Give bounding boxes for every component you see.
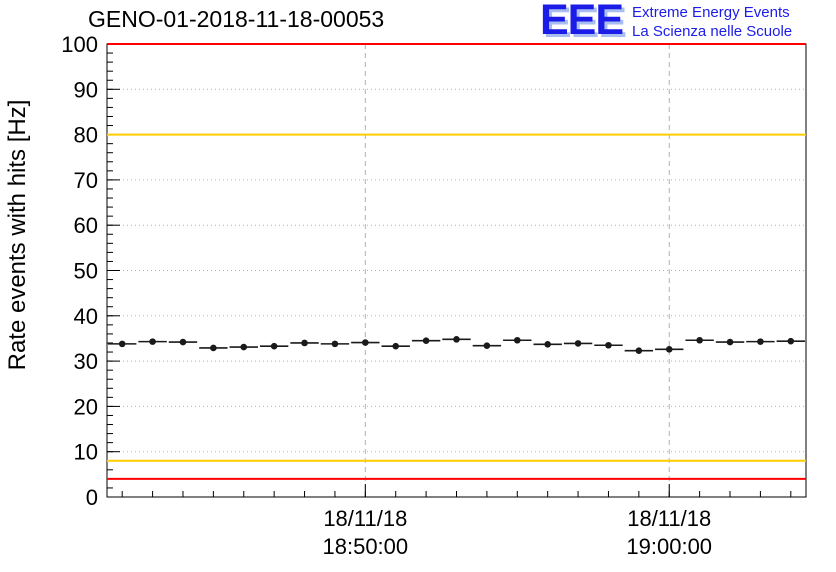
eee-logo: EEE Extreme Energy Events La Scienza nel…	[540, 0, 792, 44]
svg-text:60: 60	[74, 213, 98, 238]
svg-text:0: 0	[86, 485, 98, 510]
logo-caption-line-1: Extreme Energy Events	[632, 4, 790, 21]
svg-text:20: 20	[74, 394, 98, 419]
eee-logo-captions: Extreme Energy Events La Scienza nelle S…	[632, 3, 792, 41]
svg-text:18:50:00: 18:50:00	[323, 534, 409, 559]
chart-title: GENO-01-2018-11-18-00053	[88, 6, 385, 32]
svg-text:18/11/18: 18/11/18	[323, 506, 407, 531]
logo-caption-line-2: La Scienza nelle Scuole	[632, 23, 793, 40]
svg-text:50: 50	[74, 259, 98, 284]
svg-text:80: 80	[74, 123, 98, 148]
svg-text:30: 30	[74, 349, 98, 374]
svg-text:18/11/18: 18/11/18	[627, 506, 711, 531]
svg-text:40: 40	[74, 304, 98, 329]
svg-text:70: 70	[74, 168, 98, 193]
svg-text:90: 90	[74, 77, 98, 102]
eee-logo-text: EEE	[540, 0, 624, 44]
svg-text:19:00:00: 19:00:00	[626, 534, 712, 559]
svg-text:10: 10	[74, 440, 98, 465]
svg-text:100: 100	[61, 32, 98, 57]
